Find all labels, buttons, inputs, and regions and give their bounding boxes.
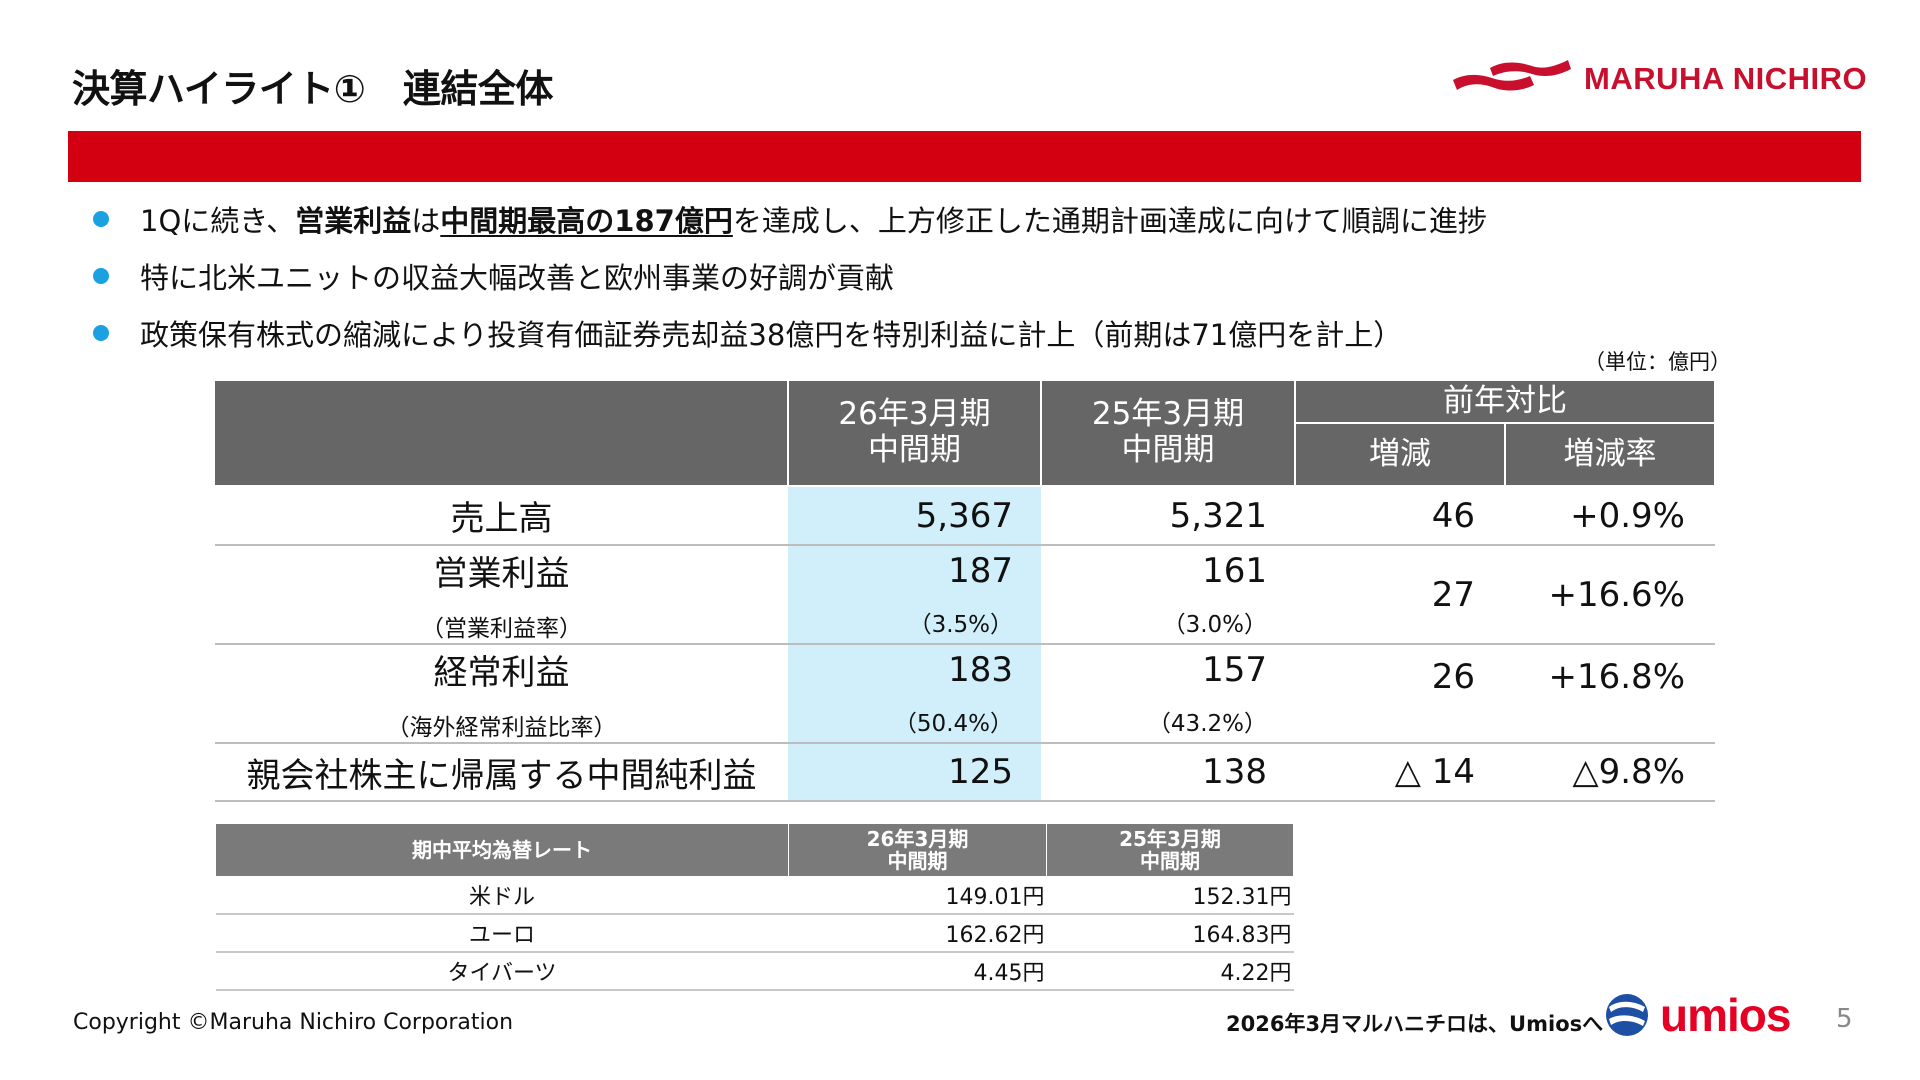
fx-prior: 164.83円 bbox=[1046, 914, 1294, 953]
fx-rate-table: 期中平均為替レート 26年3月期 中間期 25年3月期 中間期 米ドル 149.01… bbox=[215, 823, 1294, 991]
umios-globe-icon bbox=[1606, 994, 1648, 1036]
row-label: 親会社株主に帰属する中間純利益 bbox=[215, 743, 788, 802]
bullet-dot-icon bbox=[93, 324, 109, 341]
prior-value: 138 bbox=[1041, 743, 1295, 802]
bullet-dot-icon bbox=[93, 210, 109, 227]
row-sublabel: （営業利益率） bbox=[421, 616, 582, 642]
fx-header-prior: 25年3月期 中間期 bbox=[1046, 823, 1294, 877]
fx-header-current: 26年3月期 中間期 bbox=[788, 823, 1047, 877]
fx-header-label: 期中平均為替レート bbox=[215, 823, 789, 877]
change-value: 27 bbox=[1295, 545, 1505, 645]
results-table: 26年3月期 中間期 25年3月期 中間期 前年対比 増減 増減率 売上高 5,36… bbox=[215, 379, 1716, 802]
table-row: 営業利益 （営業利益率） 187 （3.5%） 161 （3.0%） 27 +16.6… bbox=[215, 545, 1715, 645]
bullet-underlined-text: 中間期最高の187億円 bbox=[440, 203, 733, 238]
bullet-text-pre: 1Qに続き、 bbox=[140, 203, 296, 238]
prior-value: 157 （43.2%） bbox=[1041, 644, 1295, 744]
fx-prior: 4.22円 bbox=[1046, 952, 1294, 991]
fx-row: 米ドル 149.01円 152.31円 bbox=[215, 876, 1294, 915]
bullet-dot-icon bbox=[93, 267, 109, 284]
bullet-text-mid: は bbox=[411, 203, 441, 238]
rate-value: +16.8% bbox=[1505, 644, 1715, 744]
current-value: 187 （3.5%） bbox=[788, 545, 1041, 645]
prior-value: 161 （3.0%） bbox=[1041, 545, 1295, 645]
header-yoy-group: 前年対比 bbox=[1294, 379, 1716, 424]
rate-value: △9.8% bbox=[1505, 743, 1715, 802]
currency-label: 米ドル bbox=[215, 876, 789, 915]
bullet-text: 政策保有株式の縮減により投資有価証券売却益38億円を特別利益に計上（前期は71億… bbox=[140, 317, 1403, 352]
fx-current: 162.62円 bbox=[788, 914, 1047, 953]
fx-current: 149.01円 bbox=[788, 876, 1047, 915]
page-title: 決算ハイライト① 連結全体 bbox=[72, 67, 553, 111]
row-label: 売上高 bbox=[215, 486, 788, 546]
table-row: 売上高 5,367 5,321 46 +0.9% bbox=[215, 486, 1715, 546]
bullet-item: 1Qに続き、 営業利益は中間期最高の187億円 を達成し、上方修正した通期計画達成に… bbox=[88, 190, 1487, 247]
bullet-bold-text: 営業利益 bbox=[295, 203, 412, 238]
fx-prior: 152.31円 bbox=[1046, 876, 1294, 915]
rebrand-tagline: 2026年3月マルハニチロは、Umiosへ bbox=[1226, 1012, 1604, 1036]
header-change: 増減 bbox=[1294, 422, 1506, 487]
fx-row: タイバーツ 4.45円 4.22円 bbox=[215, 952, 1294, 991]
umios-logo-text: umios bbox=[1660, 989, 1791, 1041]
page-number: 5 bbox=[1836, 1004, 1853, 1034]
current-value: 5,367 bbox=[788, 486, 1041, 546]
header-change-rate: 増減率 bbox=[1504, 422, 1716, 487]
prior-value: 5,321 bbox=[1041, 486, 1295, 546]
fx-row: ユーロ 162.62円 164.83円 bbox=[215, 914, 1294, 953]
header-blank bbox=[215, 379, 789, 487]
maruha-nichiro-logo: MARUHA NICHIRO bbox=[1452, 58, 1867, 98]
logo-text: MARUHA NICHIRO bbox=[1584, 61, 1868, 96]
title-red-banner bbox=[68, 131, 1861, 182]
table-row: 経常利益 （海外経常利益比率） 183 （50.4%） 157 （43.2%） 26 … bbox=[215, 644, 1715, 744]
bullet-text: 特に北米ユニットの収益大幅改善と欧州事業の好調が貢献 bbox=[140, 260, 895, 295]
current-value: 183 （50.4%） bbox=[788, 644, 1041, 744]
current-value: 125 bbox=[788, 743, 1041, 802]
highlight-bullets: 1Qに続き、 営業利益は中間期最高の187億円 を達成し、上方修正した通期計画達成に… bbox=[88, 190, 1487, 361]
currency-label: タイバーツ bbox=[215, 952, 789, 991]
row-sublabel: （海外経常利益比率） bbox=[386, 715, 617, 741]
change-value: △ 14 bbox=[1295, 743, 1505, 802]
header-current-period: 26年3月期 中間期 bbox=[787, 379, 1042, 487]
bullet-item: 特に北米ユニットの収益大幅改善と欧州事業の好調が貢献 bbox=[88, 247, 1487, 304]
change-value: 26 bbox=[1295, 644, 1505, 744]
row-label: 経常利益 （海外経常利益比率） bbox=[215, 644, 788, 744]
unit-label: （単位：億円） bbox=[1584, 350, 1731, 374]
currency-label: ユーロ bbox=[215, 914, 789, 953]
bullet-item: 政策保有株式の縮減により投資有価証券売却益38億円を特別利益に計上（前期は71億… bbox=[88, 304, 1487, 361]
change-value: 46 bbox=[1295, 486, 1505, 546]
fx-current: 4.45円 bbox=[788, 952, 1047, 991]
table-row: 親会社株主に帰属する中間純利益 125 138 △ 14 △9.8% bbox=[215, 743, 1715, 802]
row-label: 営業利益 （営業利益率） bbox=[215, 545, 788, 645]
rate-value: +16.6% bbox=[1505, 545, 1715, 645]
copyright: Copyright ©Maruha Nichiro Corporation bbox=[73, 1010, 514, 1035]
header-prior-period: 25年3月期 中間期 bbox=[1040, 379, 1296, 487]
bullet-text-post: を達成し、上方修正した通期計画達成に向けて順調に進捗 bbox=[732, 203, 1487, 238]
rate-value: +0.9% bbox=[1505, 486, 1715, 546]
wave-logo-icon bbox=[1453, 60, 1571, 91]
